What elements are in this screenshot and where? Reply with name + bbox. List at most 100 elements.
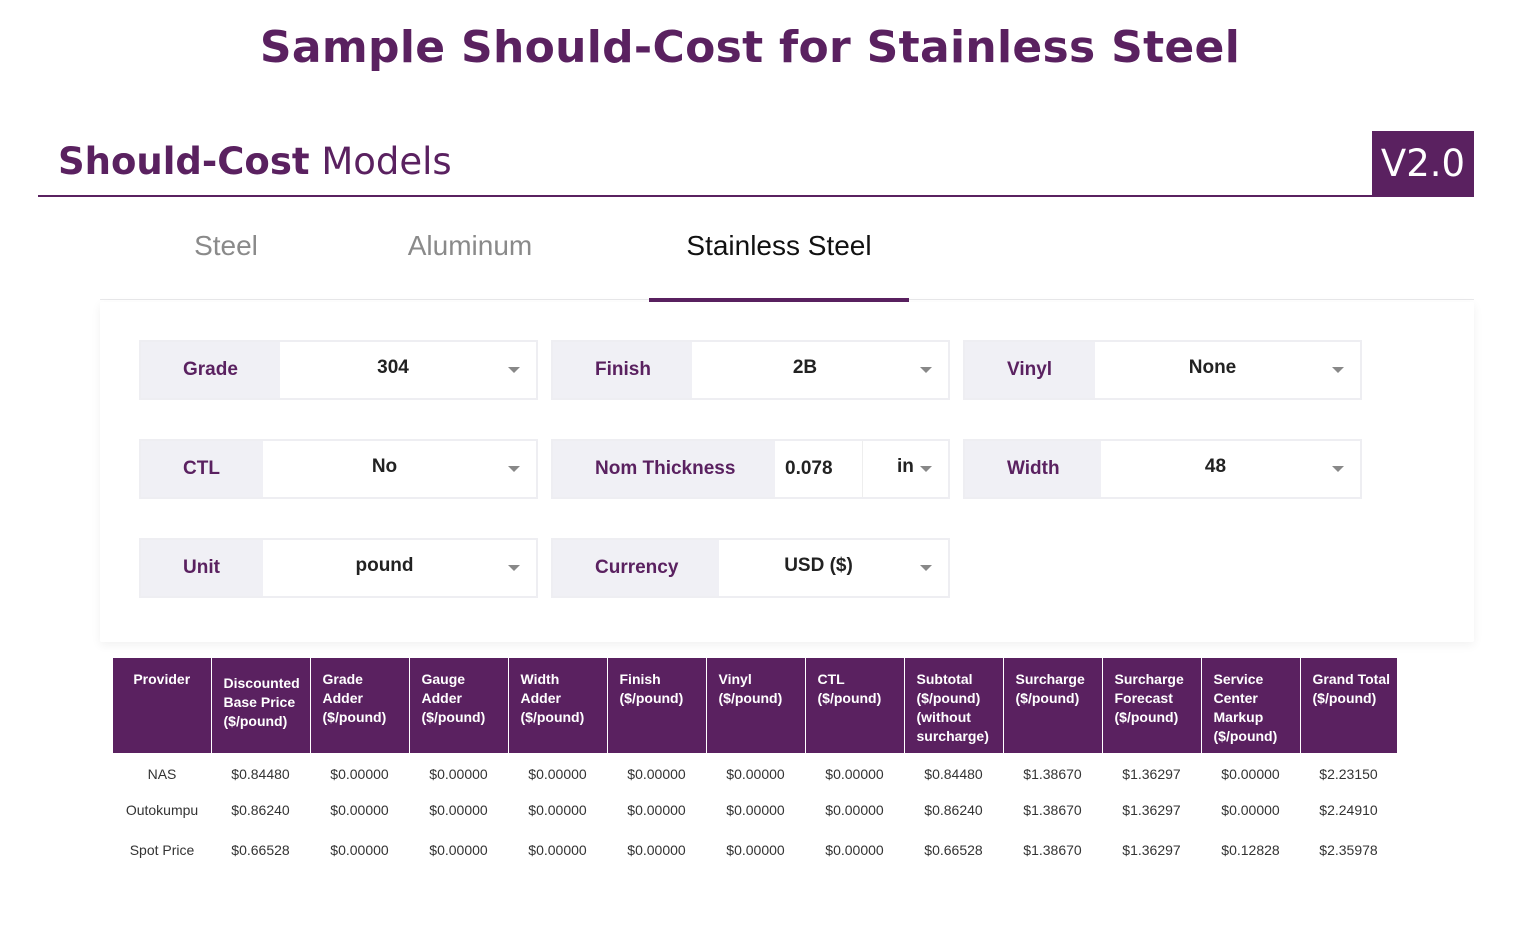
currency-value[interactable]: USD ($) <box>719 540 948 596</box>
unit-label: Unit <box>141 540 263 596</box>
table-row: Spot Price $0.66528 $0.00000 $0.00000 $0… <box>113 829 1397 869</box>
width-select[interactable]: Width 48 <box>963 439 1362 499</box>
table-cell: Spot Price <box>129 842 195 858</box>
table-cell: $1.36297 <box>1122 766 1181 782</box>
column-header: Width Adder ($/pound) <box>508 658 608 753</box>
finish-value[interactable]: 2B <box>692 342 948 398</box>
table-cell: NAS <box>147 766 177 782</box>
table-cell: $0.00000 <box>1221 802 1280 818</box>
table-cell: $0.00000 <box>627 842 686 858</box>
table-cell: $1.38670 <box>1023 766 1082 782</box>
ctl-select[interactable]: CTL No <box>139 439 538 499</box>
chevron-down-icon <box>1332 466 1344 472</box>
table-cell: $0.66528 <box>231 842 290 858</box>
thickness-unit-select[interactable]: in <box>863 441 948 497</box>
table-cell: $0.00000 <box>825 842 884 858</box>
app-title-bold: Should-Cost <box>58 140 310 183</box>
table-cell: $0.86240 <box>231 802 290 818</box>
table-cell: $1.38670 <box>1023 842 1082 858</box>
column-header: Finish ($/pound) <box>607 658 707 753</box>
table-cell: $0.84480 <box>231 766 290 782</box>
table-cell: $0.00000 <box>825 802 884 818</box>
table-cell: $0.00000 <box>429 842 488 858</box>
table-cell: $0.00000 <box>726 842 785 858</box>
finish-value-text: 2B <box>792 357 818 378</box>
table-cell: $0.00000 <box>825 766 884 782</box>
table-cell: $0.86240 <box>924 802 983 818</box>
ctl-value[interactable]: No <box>263 441 536 497</box>
chevron-down-icon <box>508 565 520 571</box>
chevron-down-icon <box>920 367 932 373</box>
column-header: Grade Adder ($/pound) <box>310 658 410 753</box>
chevron-down-icon <box>920 466 932 472</box>
tab-aluminum[interactable]: Aluminum <box>407 230 533 261</box>
ctl-value-text: No <box>371 456 398 477</box>
table-cell: $0.00000 <box>429 802 488 818</box>
table-cell: $0.00000 <box>429 766 488 782</box>
currency-value-text: USD ($) <box>784 555 853 576</box>
table-cell: $0.00000 <box>726 766 785 782</box>
results-table: Provider Discounted Base Price ($/pound)… <box>113 658 1397 869</box>
tab-steel[interactable]: Steel <box>194 230 258 261</box>
table-cell: $1.38670 <box>1023 802 1082 818</box>
table-cell: $0.00000 <box>330 802 389 818</box>
table-header-row: Provider Discounted Base Price ($/pound)… <box>113 658 1397 753</box>
app-title-rest: Models <box>309 140 452 183</box>
width-value-text: 48 <box>1204 456 1227 477</box>
column-header: CTL ($/pound) <box>805 658 905 753</box>
column-header: Surcharge ($/pound) <box>1003 658 1103 753</box>
chevron-down-icon <box>920 565 932 571</box>
app-header: Should-Cost Models V2.0 <box>38 131 1474 197</box>
table-cell: $0.00000 <box>330 842 389 858</box>
chevron-down-icon <box>508 466 520 472</box>
table-row: NAS $0.84480 $0.00000 $0.00000 $0.00000 … <box>113 753 1397 789</box>
column-header: Subtotal ($/pound) (without surcharge) <box>904 658 1004 753</box>
table-cell: $0.00000 <box>627 766 686 782</box>
thickness-unit-text: in <box>897 456 914 477</box>
unit-value-text: pound <box>355 555 414 576</box>
table-cell: $0.00000 <box>726 802 785 818</box>
column-header: Grand Total ($/pound) <box>1300 658 1397 753</box>
table-cell: $0.00000 <box>1221 766 1280 782</box>
column-header: Discounted Base Price ($/pound) <box>211 658 311 753</box>
table-cell: $0.00000 <box>528 842 587 858</box>
table-cell: $2.35978 <box>1319 842 1378 858</box>
table-row: Outokumpu $0.86240 $0.00000 $0.00000 $0.… <box>113 789 1397 829</box>
table-cell: $0.84480 <box>924 766 983 782</box>
finish-label: Finish <box>553 342 692 398</box>
vinyl-value[interactable]: None <box>1095 342 1360 398</box>
nom-thickness-field: Nom Thickness 0.078 in <box>551 439 950 499</box>
table-cell: $2.23150 <box>1319 766 1378 782</box>
grade-label: Grade <box>141 342 280 398</box>
table-cell: $2.24910 <box>1319 802 1378 818</box>
grade-value[interactable]: 304 <box>280 342 536 398</box>
column-header: Gauge Adder ($/pound) <box>409 658 509 753</box>
column-header: Surcharge Forecast ($/pound) <box>1102 658 1202 753</box>
width-label: Width <box>965 441 1101 497</box>
vinyl-select[interactable]: Vinyl None <box>963 340 1362 400</box>
table-cell: Outokumpu <box>125 802 199 818</box>
vinyl-label: Vinyl <box>965 342 1095 398</box>
chevron-down-icon <box>508 367 520 373</box>
finish-select[interactable]: Finish 2B <box>551 340 950 400</box>
table-cell: $0.00000 <box>627 802 686 818</box>
grade-select[interactable]: Grade 304 <box>139 340 538 400</box>
nom-thickness-input[interactable]: 0.078 <box>775 441 863 497</box>
width-value[interactable]: 48 <box>1101 441 1360 497</box>
vinyl-value-text: None <box>1188 357 1237 378</box>
app-title: Should-Cost Models <box>58 140 452 183</box>
column-header: Provider <box>113 658 212 753</box>
tab-stainless-steel[interactable]: Stainless Steel <box>649 210 909 302</box>
currency-label: Currency <box>553 540 719 596</box>
unit-value[interactable]: pound <box>263 540 536 596</box>
table-cell: $0.12828 <box>1221 842 1280 858</box>
column-header: Service Center Markup ($/pound) <box>1201 658 1301 753</box>
table-cell: $1.36297 <box>1122 842 1181 858</box>
ctl-label: CTL <box>141 441 263 497</box>
grade-value-text: 304 <box>377 357 409 378</box>
unit-select[interactable]: Unit pound <box>139 538 538 598</box>
chevron-down-icon <box>1332 367 1344 373</box>
table-cell: $0.66528 <box>924 842 983 858</box>
table-cell: $0.00000 <box>528 802 587 818</box>
currency-select[interactable]: Currency USD ($) <box>551 538 950 598</box>
